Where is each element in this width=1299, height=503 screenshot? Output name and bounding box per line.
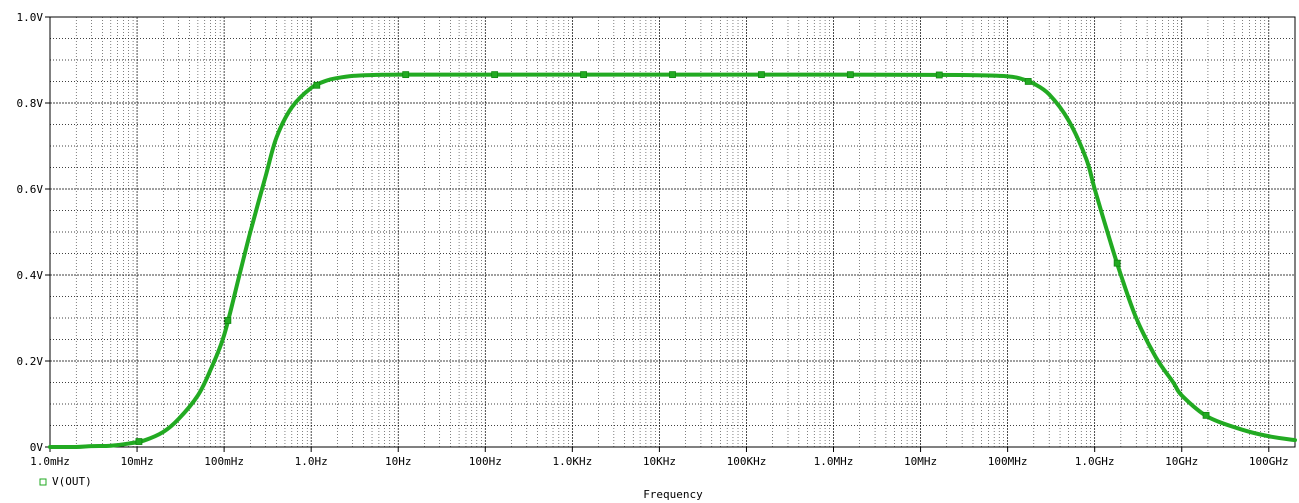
- y-tick-label: 1.0V: [17, 11, 44, 24]
- x-tick-label: 1.0Hz: [295, 455, 328, 468]
- x-tick-label: 1.0MHz: [814, 455, 854, 468]
- x-tick-label: 100MHz: [988, 455, 1028, 468]
- series-marker-v-out: [669, 71, 676, 79]
- y-tick-label: 0.4V: [17, 269, 44, 282]
- series-marker-v-out: [1024, 78, 1032, 85]
- series-marker-v-out: [491, 71, 499, 79]
- y-axis: 0V 0.2V 0.4V 0.6V 0.8V 1.0V: [17, 11, 50, 454]
- x-tick-label: 10KHz: [643, 455, 676, 468]
- x-axis: 1.0mHz 10mHz 100mHz 1.0Hz 10Hz 100Hz 1.0KHz 10K…: [30, 447, 1289, 468]
- x-tick-label: 100GHz: [1249, 455, 1289, 468]
- x-tick-label: 10MHz: [904, 455, 937, 468]
- x-tick-label: 100mHz: [204, 455, 244, 468]
- legend-label-v-out: V(OUT): [52, 475, 92, 488]
- plot-frame: [49, 16, 1296, 448]
- y-tick-label: 0.8V: [17, 97, 44, 110]
- series-marker-v-out: [402, 71, 410, 79]
- y-tick-label: 0V: [30, 441, 44, 454]
- x-axis-title: Frequency: [643, 488, 703, 501]
- x-tick-label: 100KHz: [727, 455, 767, 468]
- series-line-v-out: [48, 72, 1297, 450]
- legend: V(OUT): [39, 475, 92, 488]
- x-tick-label: 1.0KHz: [552, 455, 592, 468]
- series-marker-v-out: [758, 71, 765, 79]
- x-tick-label: 1.0mHz: [30, 455, 70, 468]
- x-tick-label: 10GHz: [1165, 455, 1198, 468]
- series-layer: [48, 71, 1297, 450]
- y-tick-label: 0.6V: [17, 183, 44, 196]
- minor-grid: [50, 17, 1295, 447]
- x-tick-label: 1.0GHz: [1075, 455, 1115, 468]
- series-marker-v-out: [1202, 411, 1210, 419]
- series-marker-v-out: [846, 71, 854, 79]
- series-marker-v-out: [1113, 259, 1121, 267]
- legend-marker-v-out: [39, 478, 47, 486]
- series-marker-v-out: [313, 81, 321, 89]
- x-tick-label: 10Hz: [385, 455, 412, 468]
- series-marker-v-out: [580, 71, 587, 79]
- x-tick-label: 100Hz: [469, 455, 502, 468]
- series-marker-v-out: [935, 71, 943, 79]
- y-tick-label: 0.2V: [17, 355, 44, 368]
- series-marker-v-out: [224, 317, 232, 324]
- x-tick-label: 10mHz: [120, 455, 153, 468]
- series-marker-v-out: [135, 438, 143, 445]
